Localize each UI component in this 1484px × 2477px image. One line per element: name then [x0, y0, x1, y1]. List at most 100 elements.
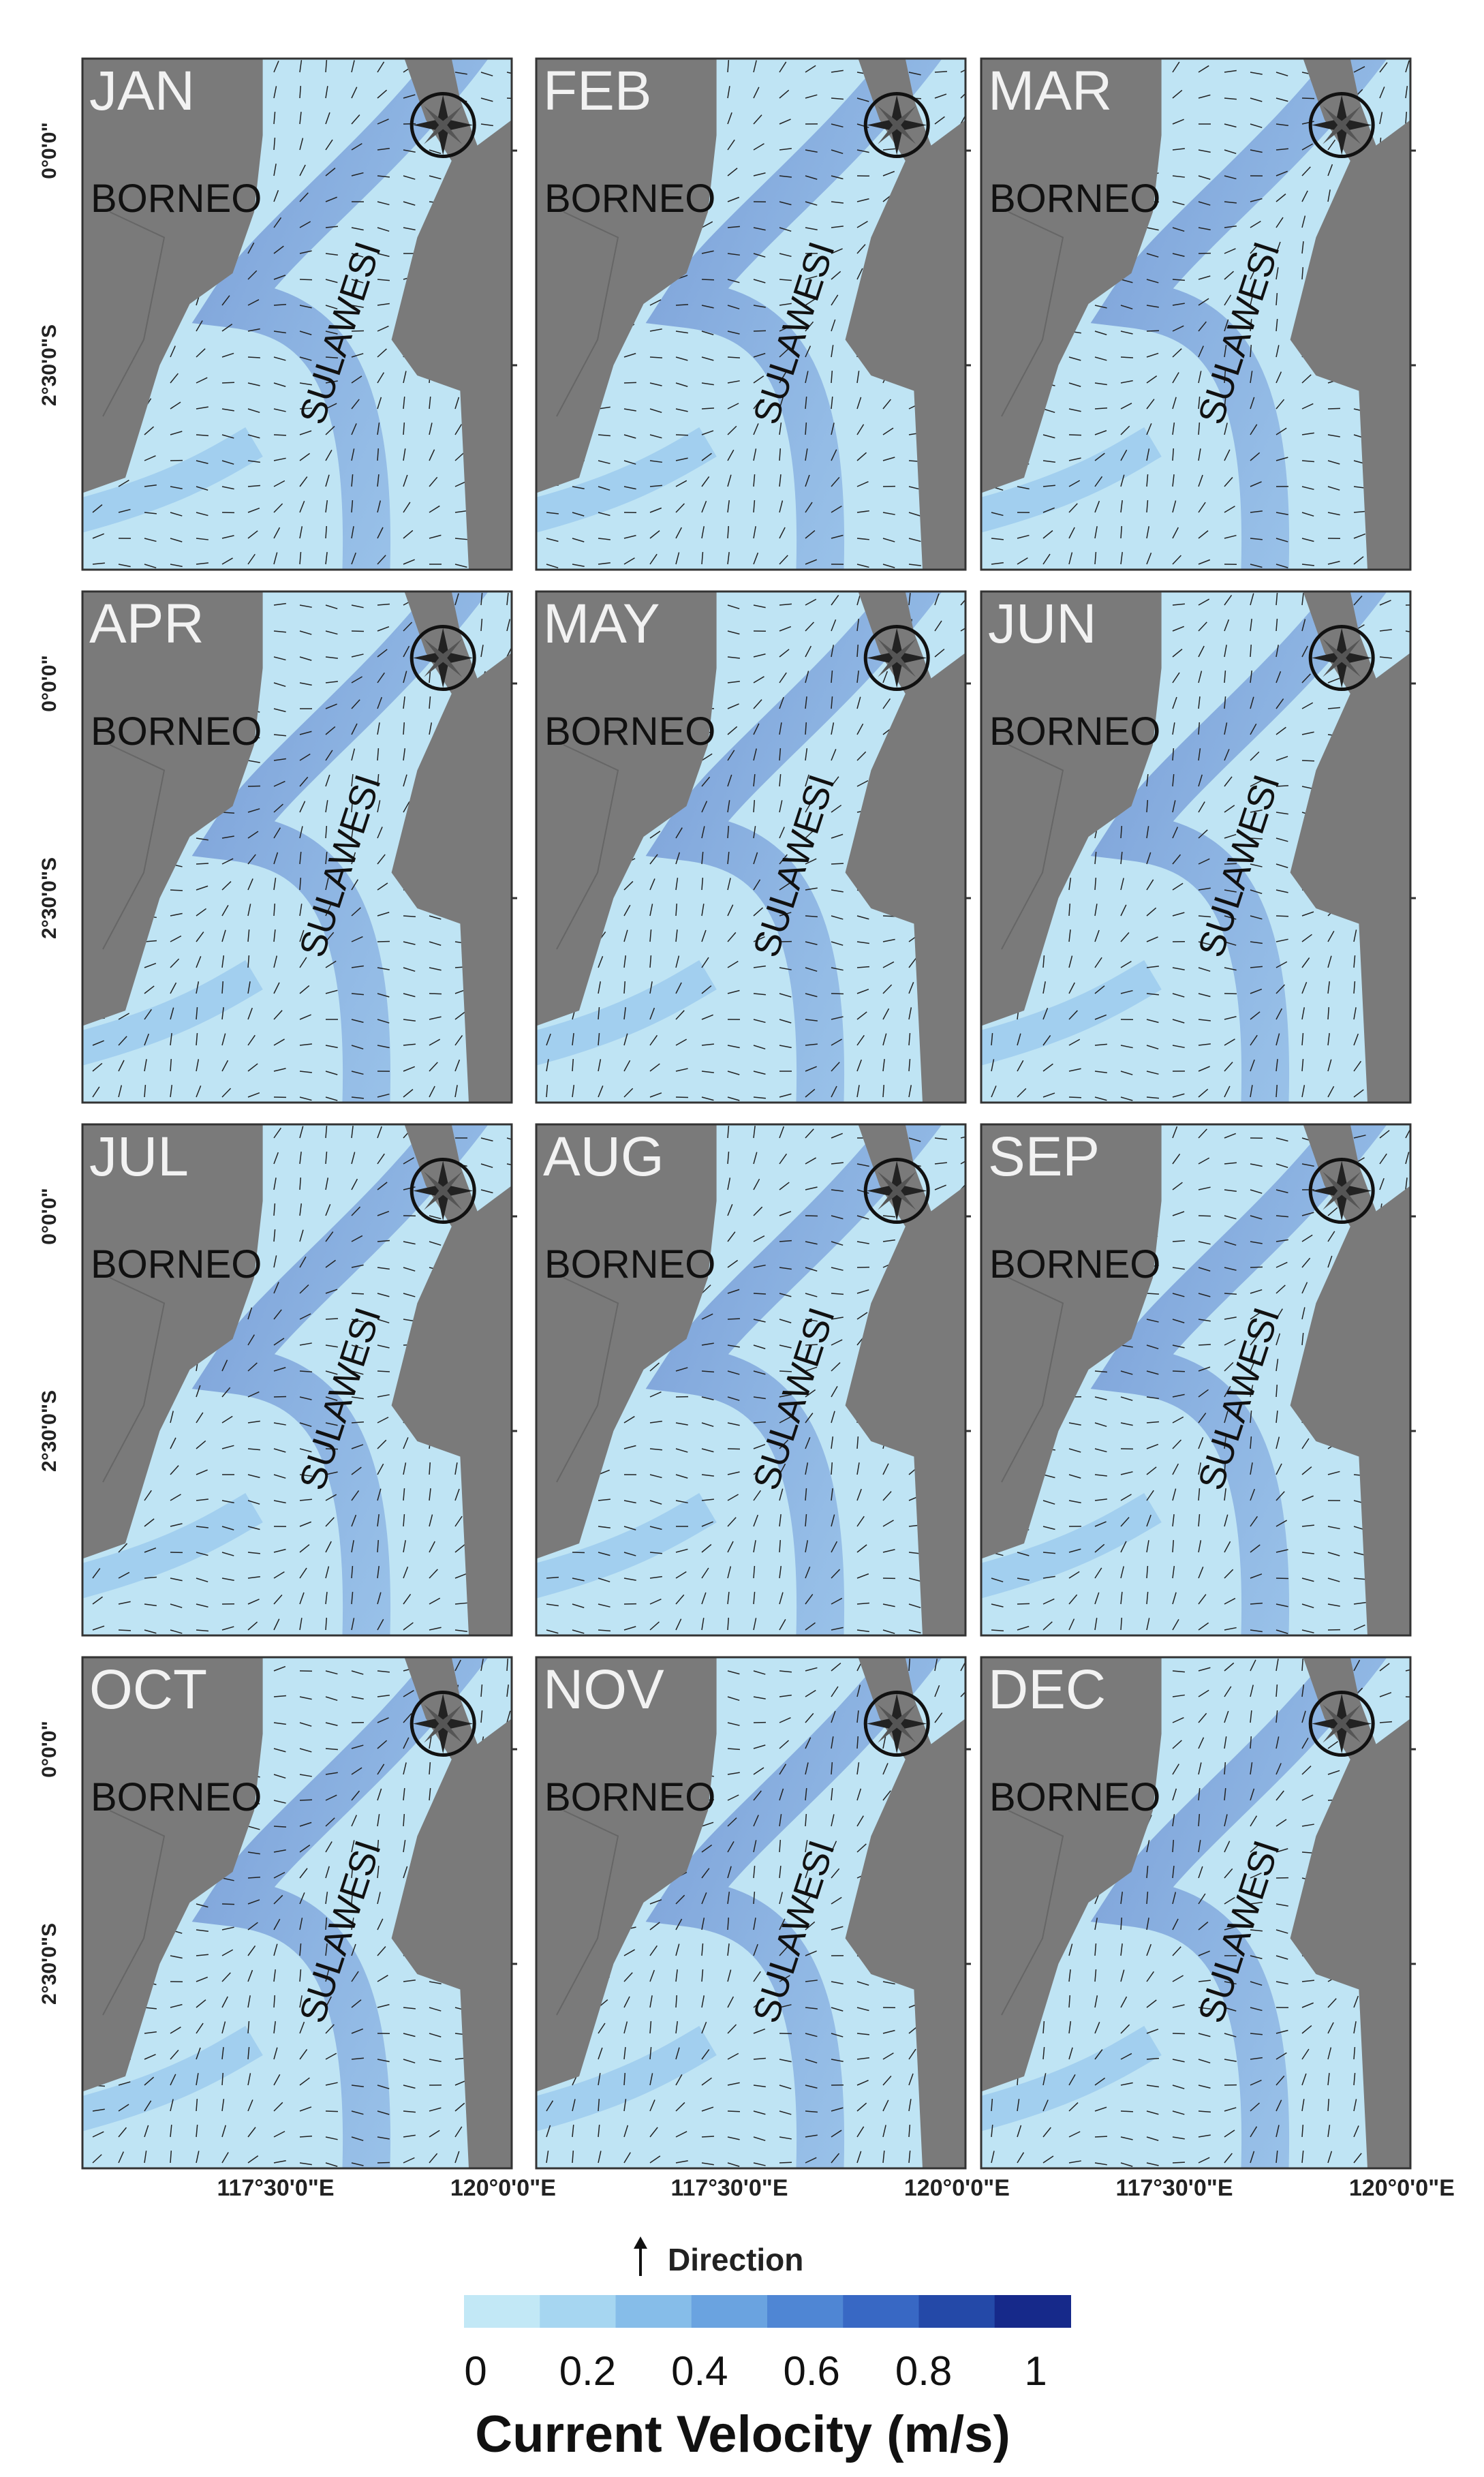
direction-label: Direction — [668, 2242, 803, 2277]
vector-arrow — [1276, 1578, 1288, 1579]
land-label: BORNEO — [989, 176, 1160, 221]
vector-arrow — [1276, 916, 1288, 917]
month-label: JAN — [89, 60, 195, 122]
land-label: BORNEO — [989, 709, 1160, 754]
land-label: BORNEO — [544, 1242, 715, 1287]
compass — [1310, 94, 1373, 157]
colorbar-tick-label: 1 — [1024, 2348, 1047, 2394]
colorbar-segment — [692, 2295, 768, 2328]
vector-arrow — [300, 279, 312, 280]
colorbar-segment — [995, 2295, 1071, 2328]
compass — [1310, 627, 1373, 690]
colorbar-segment — [767, 2295, 844, 2328]
vector-arrow — [1121, 2111, 1133, 2112]
direction-arrowhead — [634, 2236, 647, 2249]
lat-label: 0°0'0" — [38, 655, 61, 711]
vector-arrow — [222, 1904, 234, 1905]
vector-arrow — [377, 941, 390, 942]
land-label: BORNEO — [544, 709, 715, 754]
colorbar-tick-label: 0.2 — [559, 2348, 616, 2394]
compass — [865, 1693, 928, 1755]
colorbar-tick-label: 0.4 — [671, 2348, 728, 2394]
colorbar-title: Current Velocity (m/s) — [475, 2405, 1010, 2463]
vector-arrow — [1017, 1603, 1030, 1604]
colorbar-segment — [464, 2295, 540, 2328]
vector-arrow — [1173, 1371, 1185, 1372]
month-label: AUG — [543, 1126, 664, 1188]
land-label: BORNEO — [91, 709, 262, 754]
vector-arrow — [624, 382, 636, 383]
lat-label: 0°0'0" — [38, 1721, 61, 1777]
compass — [1310, 1160, 1373, 1222]
lon-label: 117°30'0"E — [1115, 2175, 1233, 2201]
lon-label: 117°30'0"E — [217, 2175, 334, 2201]
land-label: BORNEO — [544, 176, 715, 221]
vector-arrow — [1199, 1344, 1211, 1345]
vector-arrow — [377, 1371, 390, 1372]
vector-arrow — [572, 1552, 585, 1553]
month-label: SEP — [988, 1126, 1100, 1188]
colorbar-segment — [540, 2295, 616, 2328]
vector-arrow — [274, 1396, 286, 1397]
vector-arrow — [676, 1097, 688, 1098]
month-label: APR — [89, 593, 204, 655]
colorbar-segment — [919, 2295, 995, 2328]
compass — [412, 627, 474, 690]
colorbar-tick-label: 0.8 — [895, 2348, 952, 2394]
land-label: BORNEO — [91, 1242, 262, 1287]
lon-label: 117°30'0"E — [670, 2175, 788, 2201]
compass — [412, 1693, 474, 1755]
colorbar-segment — [843, 2295, 919, 2328]
vector-arrow — [754, 330, 766, 331]
vector-arrow — [326, 2111, 338, 2112]
month-label: MAR — [988, 60, 1112, 122]
month-label: JUN — [988, 593, 1096, 655]
vector-arrow — [831, 863, 844, 864]
vector-arrow — [1121, 357, 1133, 358]
vector-arrow — [1302, 98, 1314, 99]
month-label: FEB — [543, 60, 651, 122]
vector-arrow — [702, 2136, 714, 2137]
vector-arrow — [1328, 408, 1340, 409]
lat-label: 2°30'0"S — [38, 1923, 61, 2005]
month-label: JUL — [89, 1126, 189, 1188]
vector-arrow — [170, 890, 183, 891]
lon-label: 120°0'0"E — [450, 2175, 556, 2201]
vector-arrow — [1069, 1097, 1081, 1098]
vector-arrow — [754, 1293, 766, 1294]
lat-label: 2°30'0"S — [38, 1390, 61, 1472]
colorbar-segment — [616, 2295, 692, 2328]
land-label: BORNEO — [989, 1775, 1160, 1819]
compass — [412, 1160, 474, 1222]
vector-arrow — [1095, 2136, 1107, 2137]
lon-label: 120°0'0"E — [1349, 2175, 1455, 2201]
vector-arrow — [1173, 2162, 1185, 2163]
vector-arrow — [1302, 760, 1314, 761]
land-label: BORNEO — [989, 1242, 1160, 1287]
lon-label: 120°0'0"E — [904, 2175, 1010, 2201]
compass — [865, 627, 928, 690]
colorbar-tick-label: 0.6 — [783, 2348, 839, 2394]
colorbar-tick-label: 0 — [464, 2348, 486, 2394]
vector-arrow — [702, 279, 714, 280]
month-label: NOV — [543, 1659, 664, 1721]
month-label: MAY — [543, 593, 660, 655]
vector-arrow — [377, 2162, 390, 2163]
compass — [1310, 1693, 1373, 1755]
vector-arrow — [248, 357, 260, 358]
vector-arrow — [352, 1293, 364, 1294]
compass — [412, 94, 474, 157]
lat-label: 0°0'0" — [38, 122, 61, 179]
vector-arrow — [779, 2162, 792, 2163]
